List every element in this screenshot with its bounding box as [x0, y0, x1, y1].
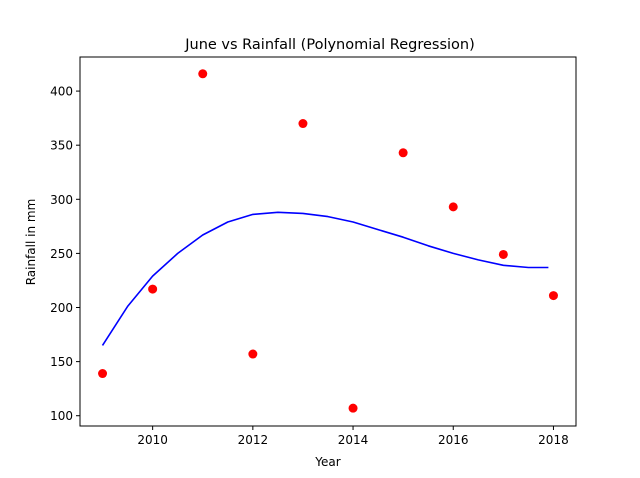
data-point [148, 284, 158, 294]
y-tick-label: 150 [50, 355, 73, 369]
y-tick-label: 100 [50, 409, 73, 423]
data-point [398, 148, 408, 158]
x-axis-label: Year [314, 455, 340, 469]
data-point [248, 349, 258, 359]
data-point [298, 119, 308, 129]
y-tick-label: 200 [50, 301, 73, 315]
data-point [98, 369, 108, 379]
data-point [198, 69, 208, 79]
regression-line [101, 211, 549, 346]
x-tick-label: 2012 [238, 433, 269, 447]
y-tick-label: 400 [50, 85, 73, 99]
data-point [448, 202, 458, 212]
data-point [348, 403, 358, 413]
y-tick-label: 300 [50, 193, 73, 207]
axes-frame [79, 56, 577, 427]
data-point [498, 249, 508, 259]
x-tick-label: 2010 [137, 433, 168, 447]
x-tick-label: 2018 [538, 433, 569, 447]
x-tick-label: 2016 [438, 433, 469, 447]
x-tick-label: 2014 [338, 433, 369, 447]
data-point [548, 291, 558, 301]
y-tick-label: 250 [50, 247, 73, 261]
y-axis-label: Rainfall in mm [24, 199, 38, 286]
chart-title: June vs Rainfall (Polynomial Regression) [184, 37, 475, 53]
y-tick-label: 350 [50, 139, 73, 153]
plot-area: 2010 2012 2014 2016 2018 100 150 200 250 300 350 40… [50, 69, 569, 447]
